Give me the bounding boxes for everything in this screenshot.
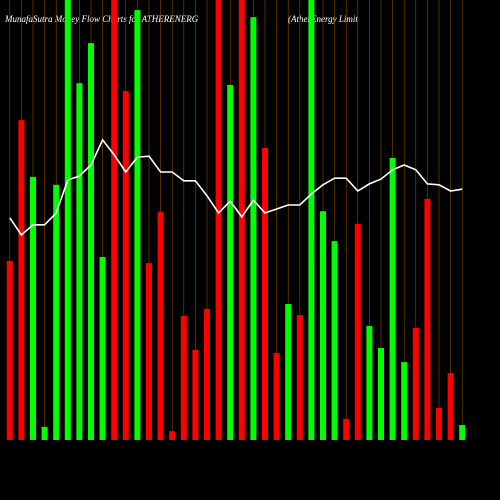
- bar: [64, 0, 71, 440]
- bar: [285, 304, 292, 440]
- bar: [6, 260, 13, 440]
- bar: [122, 91, 129, 440]
- bar: [250, 17, 257, 440]
- bar: [134, 10, 141, 441]
- bar: [30, 176, 36, 440]
- bar: [308, 0, 315, 440]
- bar: [424, 198, 431, 440]
- bar: [169, 431, 176, 440]
- bar: [192, 349, 199, 440]
- bar: [389, 157, 396, 440]
- bar: [76, 83, 83, 440]
- bar: [111, 0, 118, 440]
- money-flow-line: [9, 138, 463, 237]
- bar: [99, 256, 106, 440]
- bar: [320, 211, 326, 440]
- bar: [401, 362, 408, 440]
- bar: [412, 327, 419, 440]
- bar: [331, 241, 338, 440]
- bar: [378, 348, 384, 440]
- bar: [88, 43, 94, 441]
- bar: [343, 418, 350, 440]
- bar: [204, 308, 210, 440]
- bar: [459, 425, 466, 440]
- bar: [146, 263, 152, 440]
- bar: [366, 326, 373, 440]
- bar: [296, 315, 303, 440]
- bar: [447, 373, 454, 440]
- bar: [180, 315, 187, 440]
- bar: [227, 84, 234, 441]
- bar: [262, 147, 268, 440]
- bar: [18, 120, 25, 441]
- bar: [238, 0, 245, 440]
- bar: [157, 212, 164, 440]
- chart-title: MunafaSutra Money Flow Charts for ATHERE…: [4, 14, 199, 24]
- bar: [273, 352, 280, 440]
- bar: [354, 223, 361, 440]
- bar: [53, 184, 60, 440]
- bar: [215, 0, 222, 440]
- bar: [436, 407, 442, 440]
- bar: [41, 426, 48, 440]
